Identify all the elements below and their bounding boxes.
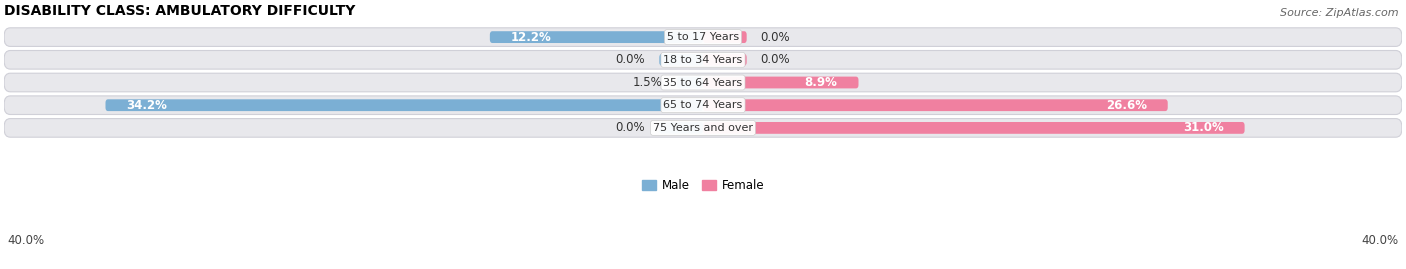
FancyBboxPatch shape bbox=[659, 122, 703, 134]
Text: Source: ZipAtlas.com: Source: ZipAtlas.com bbox=[1281, 8, 1399, 18]
Text: 0.0%: 0.0% bbox=[761, 53, 790, 66]
FancyBboxPatch shape bbox=[703, 77, 859, 89]
Text: 0.0%: 0.0% bbox=[616, 53, 645, 66]
Text: 65 to 74 Years: 65 to 74 Years bbox=[664, 100, 742, 110]
Text: 8.9%: 8.9% bbox=[804, 76, 838, 89]
FancyBboxPatch shape bbox=[703, 99, 1168, 111]
FancyBboxPatch shape bbox=[4, 51, 1402, 69]
Legend: Male, Female: Male, Female bbox=[637, 175, 769, 197]
Text: 31.0%: 31.0% bbox=[1182, 121, 1223, 134]
Text: 40.0%: 40.0% bbox=[1362, 235, 1399, 247]
FancyBboxPatch shape bbox=[489, 31, 703, 43]
Text: 35 to 64 Years: 35 to 64 Years bbox=[664, 77, 742, 87]
Text: 34.2%: 34.2% bbox=[127, 99, 167, 112]
Text: DISABILITY CLASS: AMBULATORY DIFFICULTY: DISABILITY CLASS: AMBULATORY DIFFICULTY bbox=[4, 4, 356, 18]
Text: 40.0%: 40.0% bbox=[7, 235, 44, 247]
Text: 5 to 17 Years: 5 to 17 Years bbox=[666, 32, 740, 42]
Text: 1.5%: 1.5% bbox=[633, 76, 662, 89]
FancyBboxPatch shape bbox=[676, 77, 703, 89]
Text: 26.6%: 26.6% bbox=[1105, 99, 1147, 112]
Text: 0.0%: 0.0% bbox=[616, 121, 645, 134]
FancyBboxPatch shape bbox=[703, 54, 747, 66]
FancyBboxPatch shape bbox=[4, 73, 1402, 92]
FancyBboxPatch shape bbox=[703, 122, 1244, 134]
FancyBboxPatch shape bbox=[4, 28, 1402, 47]
Text: 12.2%: 12.2% bbox=[510, 31, 551, 44]
Text: 75 Years and over: 75 Years and over bbox=[652, 123, 754, 133]
FancyBboxPatch shape bbox=[4, 96, 1402, 115]
FancyBboxPatch shape bbox=[105, 99, 703, 111]
FancyBboxPatch shape bbox=[4, 119, 1402, 137]
FancyBboxPatch shape bbox=[703, 31, 747, 43]
Text: 18 to 34 Years: 18 to 34 Years bbox=[664, 55, 742, 65]
Text: 0.0%: 0.0% bbox=[761, 31, 790, 44]
FancyBboxPatch shape bbox=[659, 54, 703, 66]
